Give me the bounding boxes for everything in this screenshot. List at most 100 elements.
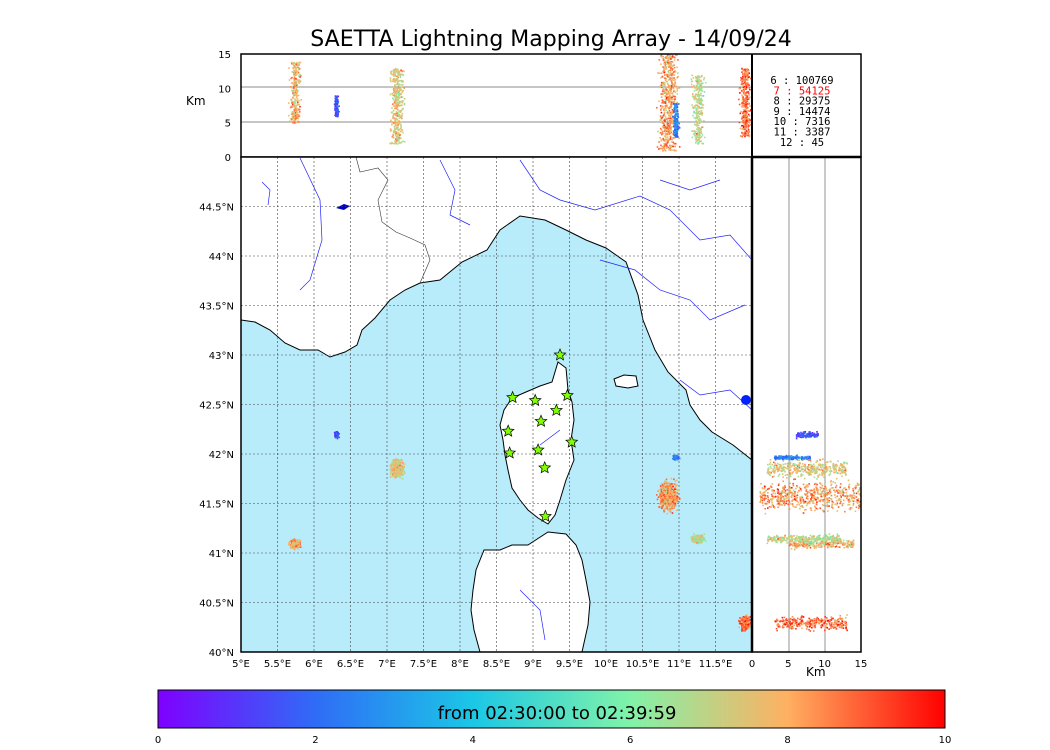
lightning-source-alt [397,124,399,126]
lightning-source-alt [403,141,406,143]
lightning-source-alt [698,96,700,98]
lightning-source [395,465,397,468]
lightning-source [662,486,665,489]
lightning-source [390,465,392,468]
lightning-source-alt [397,99,400,102]
lightning-source [667,497,670,500]
lightning-source [703,539,706,542]
lightning-source-alt [396,87,398,89]
lightning-source-alt [660,56,663,58]
lightning-source [694,536,697,538]
lightning-source-alt [399,104,401,107]
lightning-source-alt [670,85,672,88]
lightning-source-side [828,474,830,477]
lightning-source [402,474,404,477]
lightning-source-alt [739,127,742,130]
lightning-source-side [845,474,847,476]
lightning-source [738,626,741,629]
lightning-source [677,489,679,492]
lightning-source [672,497,674,500]
lightning-source-alt [392,131,395,134]
lightning-source-alt [662,122,664,124]
lightning-source-side [816,466,818,469]
lightning-source-alt [399,79,402,82]
lightning-source [669,494,672,497]
lightning-source-alt [298,82,300,84]
lightning-source-alt [394,105,396,107]
lightning-source-alt [749,119,752,121]
lightning-source-alt [667,59,669,62]
lightning-source [747,625,750,627]
lightning-source [703,533,706,535]
lightning-source-alt [693,97,696,100]
lightning-source-alt [294,89,296,92]
lightning-source-alt [747,69,750,72]
lightning-source [671,488,674,491]
lightning-source-alt [742,96,745,99]
lat-tick-label: 43.5°N [199,302,234,313]
lightning-source-alt [399,121,402,123]
lightning-source [336,432,338,435]
lightning-source-side [803,477,806,480]
lightning-source-alt [334,107,336,110]
lightning-source [700,540,702,542]
lightning-source-alt [336,107,339,109]
lightning-source-alt [669,65,672,68]
lightning-source [673,456,675,458]
lightning-source-alt [389,71,392,73]
lightning-source-side [789,466,792,468]
lightning-source-alt [699,76,701,79]
lightning-source-alt [292,120,295,123]
lightning-source-side [768,487,770,490]
lightning-source-side [796,468,798,471]
lightning-source-alt [744,124,747,127]
lightning-source-alt [671,109,674,111]
alt-tick-label: 5 [225,119,231,130]
lightning-source-alt [697,131,699,133]
lightning-source [401,470,404,473]
lightning-source-alt [670,117,672,120]
lightning-source-alt [693,135,696,137]
lightning-source-alt [667,91,670,93]
lightning-source-side [808,469,810,472]
lightning-source-alt [294,73,297,76]
lightning-source-side [817,545,819,547]
lightning-source [745,616,748,618]
lightning-source-side [837,542,839,544]
lightning-source-alt [299,74,301,76]
lightning-source-side [821,542,824,545]
lightning-source-side [802,470,805,473]
lightning-source-alt [392,134,394,136]
lightning-source-side [771,470,774,473]
lightning-source [664,504,667,507]
lightning-source [395,460,397,463]
lightning-source-side [846,542,849,545]
lightning-source-alt [293,102,296,105]
lightning-source-side [804,469,806,471]
lightning-source-side [850,544,852,547]
lightning-source [693,533,695,535]
lightning-source-alt [741,117,743,120]
lightning-source-alt [664,92,667,95]
lightning-source-alt [293,62,296,64]
lightning-source-side [798,465,801,467]
lightning-source-side [836,542,838,545]
lightning-source-side [786,473,789,476]
lightning-source-alt [748,92,751,95]
source-count-row: 8 : 29375 [774,96,831,108]
lightning-source-alt [396,88,398,91]
lightning-source-side [819,466,822,469]
lightning-source [694,541,696,543]
lightning-source-side [791,543,793,546]
lightning-source-alt [394,119,396,122]
lightning-source [664,497,667,499]
lightning-source [399,460,402,462]
lightning-source-alt [663,130,666,133]
lightning-source-alt [664,140,667,142]
lightning-source-alt [295,93,298,96]
lightning-source-side [769,461,772,464]
lightning-source-alt [401,100,404,102]
lightning-source-alt [393,75,395,77]
lightning-source-side [839,538,842,541]
lightning-source-alt [748,84,750,86]
